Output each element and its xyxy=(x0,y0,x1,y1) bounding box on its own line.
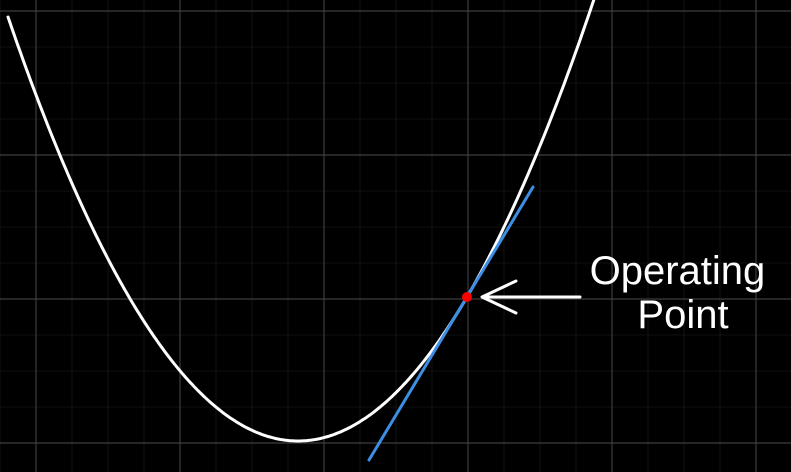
annotation-arrow xyxy=(480,279,582,315)
operating-point-dot xyxy=(462,292,472,302)
tangent-line xyxy=(367,185,535,462)
annotation-label: Operating Point xyxy=(590,249,777,337)
annotation-label-line-2: Point xyxy=(637,293,728,337)
arrow-head xyxy=(480,279,518,315)
parabola-curve xyxy=(6,0,596,443)
annotation-label-line-1: Operating xyxy=(590,249,766,293)
